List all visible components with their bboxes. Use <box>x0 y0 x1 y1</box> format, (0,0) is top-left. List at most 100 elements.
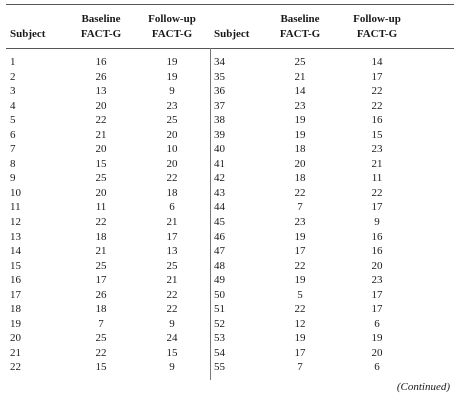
cell-followup-left: 25 <box>166 259 178 272</box>
cell-followup-left: 22 <box>166 303 178 316</box>
cell-followup-left: 20 <box>166 157 178 170</box>
cell-followup-left: 22 <box>166 172 178 185</box>
header-followup-right-line1: Follow-up <box>353 13 401 25</box>
cell-subject-left: 2 <box>10 70 16 83</box>
cell-subject-left: 13 <box>10 230 21 243</box>
cell-subject-left: 20 <box>10 332 21 345</box>
cell-followup-left: 9 <box>169 317 175 330</box>
cell-followup-right: 17 <box>371 303 383 316</box>
cell-subject-left: 14 <box>10 245 21 258</box>
cell-subject-right: 43 <box>214 186 225 199</box>
cell-baseline-right: 22 <box>294 259 306 272</box>
cell-baseline-left: 15 <box>95 157 107 170</box>
table-row: 1 16 19 34 25 14 <box>6 55 454 70</box>
cell-baseline-left: 13 <box>95 85 107 98</box>
cell-followup-right: 6 <box>374 361 380 374</box>
cell-baseline-right: 19 <box>294 128 306 141</box>
cell-baseline-left: 22 <box>95 216 107 229</box>
cell-followup-left: 20 <box>166 128 178 141</box>
cell-followup-left: 10 <box>166 143 178 156</box>
cell-subject-right: 55 <box>214 361 225 374</box>
cell-followup-left: 18 <box>166 186 178 199</box>
table-row: 10 20 18 43 22 22 <box>6 186 454 201</box>
cell-followup-right: 22 <box>371 99 383 112</box>
table-row: 20 25 24 53 19 19 <box>6 331 454 346</box>
cell-followup-right: 16 <box>371 230 383 243</box>
cell-baseline-right: 25 <box>294 56 306 68</box>
header-followup-right-line2: FACT-G <box>356 28 398 40</box>
cell-followup-left: 21 <box>166 274 178 287</box>
cell-subject-right: 41 <box>214 157 225 170</box>
cell-followup-right: 16 <box>371 114 383 127</box>
cell-baseline-right: 22 <box>294 303 306 316</box>
continued-note: (Continued) <box>396 381 450 393</box>
cell-followup-left: 19 <box>166 56 178 68</box>
table-row: 8 15 20 41 20 21 <box>6 157 454 172</box>
cell-baseline-right: 20 <box>294 157 306 170</box>
cell-followup-left: 19 <box>166 70 178 83</box>
cell-baseline-right: 21 <box>294 70 306 83</box>
cell-subject-left: 3 <box>10 85 16 98</box>
cell-followup-left: 6 <box>169 201 175 214</box>
cell-followup-right: 16 <box>371 245 383 258</box>
cell-baseline-left: 22 <box>95 114 107 127</box>
cell-followup-left: 22 <box>166 288 178 301</box>
cell-baseline-right: 5 <box>297 288 303 301</box>
cell-followup-right: 17 <box>371 288 383 301</box>
cell-followup-right: 20 <box>371 259 383 272</box>
table-row: 21 22 15 54 17 20 <box>6 346 454 361</box>
cell-followup-left: 23 <box>166 99 178 112</box>
header-followup-left-line1: Follow-up <box>148 13 196 25</box>
table-row: 5 22 25 38 19 16 <box>6 113 454 128</box>
cell-followup-left: 13 <box>166 245 178 258</box>
cell-baseline-right: 14 <box>294 85 306 98</box>
table-row: 14 21 13 47 17 16 <box>6 244 454 259</box>
cell-subject-right: 54 <box>214 346 225 359</box>
cell-followup-right: 19 <box>371 332 383 345</box>
cell-baseline-left: 7 <box>98 317 104 330</box>
cell-followup-right: 21 <box>371 157 383 170</box>
cell-subject-right: 38 <box>214 114 225 127</box>
cell-followup-right: 11 <box>371 172 383 185</box>
cell-followup-left: 17 <box>166 230 178 243</box>
cell-subject-left: 4 <box>10 99 16 112</box>
header-followup-left: Follow-up FACT-G <box>140 12 204 42</box>
header-rule <box>6 48 454 49</box>
cell-followup-right: 23 <box>371 274 383 287</box>
cell-baseline-right: 19 <box>294 230 306 243</box>
cell-subject-left: 6 <box>10 128 16 141</box>
cell-subject-left: 7 <box>10 143 16 156</box>
cell-subject-left: 12 <box>10 216 21 229</box>
cell-followup-left: 15 <box>166 346 178 359</box>
table-top-rule <box>6 4 454 5</box>
cell-baseline-left: 21 <box>95 128 107 141</box>
cell-baseline-right: 22 <box>294 186 306 199</box>
cell-subject-left: 18 <box>10 303 21 316</box>
table-body: 1 16 19 34 25 14 2 26 19 35 21 17 3 13 9 36 14 22 4 20 23 37 2… <box>6 55 454 375</box>
cell-baseline-right: 19 <box>294 274 306 287</box>
cell-subject-left: 8 <box>10 157 16 170</box>
cell-baseline-left: 20 <box>95 99 107 112</box>
cell-subject-left: 15 <box>10 259 21 272</box>
header-baseline-right: Baseline FACT-G <box>268 12 332 42</box>
cell-subject-left: 19 <box>10 317 21 330</box>
cell-subject-left: 17 <box>10 288 21 301</box>
cell-followup-left: 21 <box>166 216 178 229</box>
cell-followup-left: 9 <box>169 361 175 374</box>
cell-baseline-left: 22 <box>95 346 107 359</box>
cell-subject-right: 46 <box>214 230 225 243</box>
table-row: 13 18 17 46 19 16 <box>6 230 454 245</box>
table-row: 12 22 21 45 23 9 <box>6 215 454 230</box>
cell-baseline-left: 26 <box>95 288 107 301</box>
cell-subject-right: 49 <box>214 274 225 287</box>
cell-subject-right: 51 <box>214 303 225 316</box>
cell-followup-right: 15 <box>371 128 383 141</box>
cell-subject-right: 47 <box>214 245 225 258</box>
cell-subject-left: 16 <box>10 274 21 287</box>
cell-followup-right: 17 <box>371 70 383 83</box>
header-baseline-left-line1: Baseline <box>81 13 121 25</box>
table-row: 11 11 6 44 7 17 <box>6 200 454 215</box>
cell-subject-right: 36 <box>214 85 225 98</box>
header-subject-left: Subject <box>10 28 46 40</box>
header-subject-right: Subject <box>214 28 250 40</box>
